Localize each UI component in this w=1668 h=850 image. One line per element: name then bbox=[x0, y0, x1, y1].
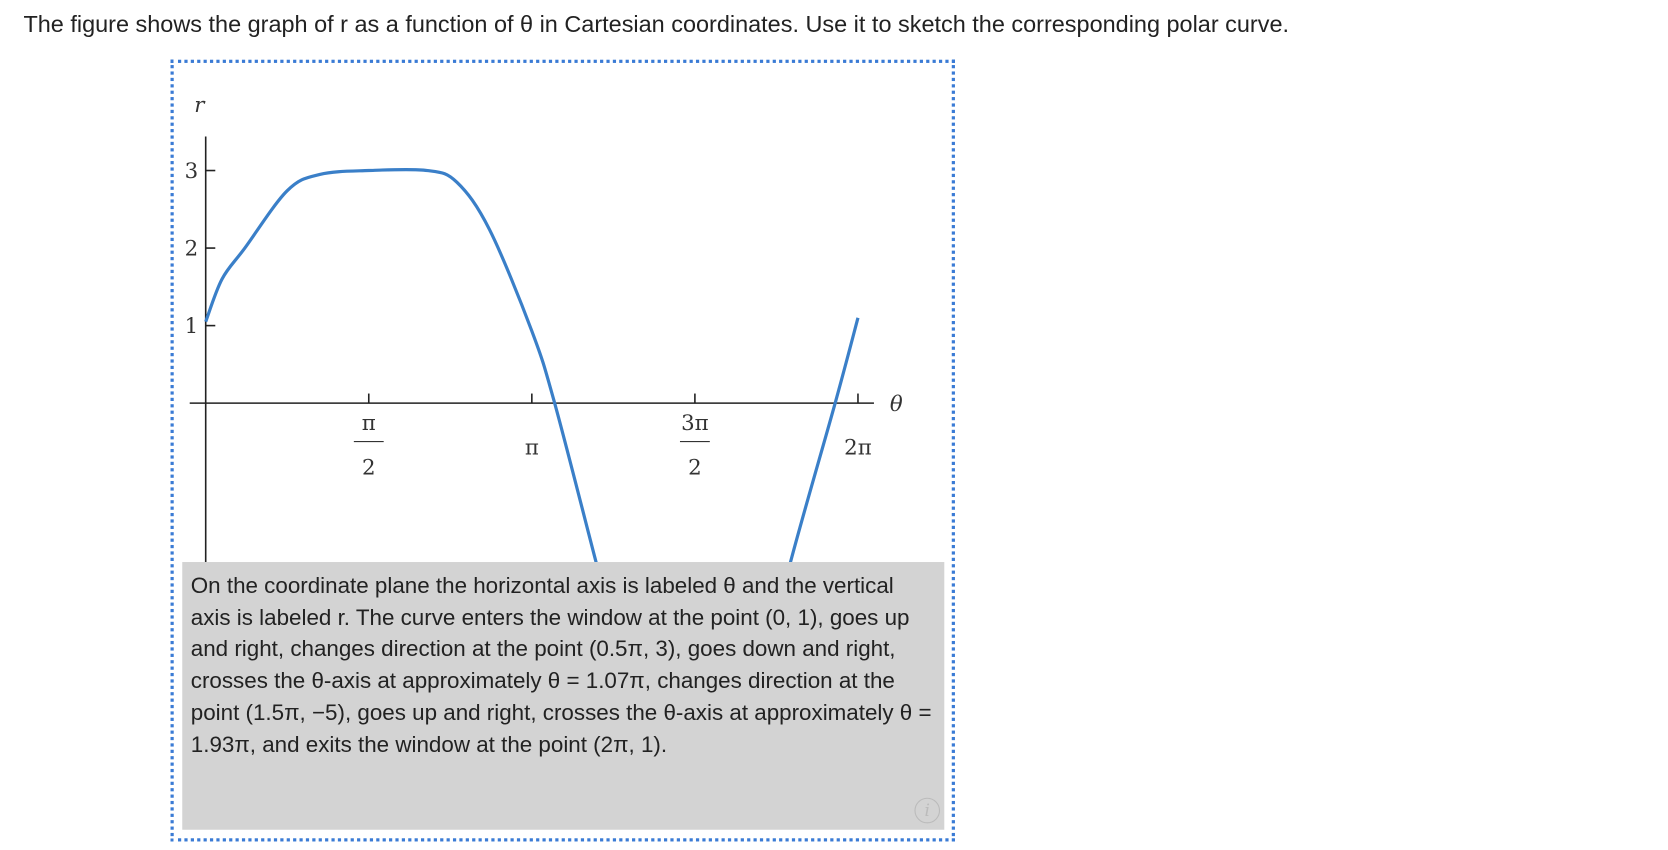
x-tick-numerator: 3π bbox=[681, 411, 709, 436]
x-tick-denominator: 2 bbox=[688, 456, 702, 481]
question: The figure shows the graph of r as a fun… bbox=[23, 10, 1290, 38]
x-tick-numerator: π bbox=[362, 411, 376, 436]
y-axis-label: r bbox=[194, 93, 206, 118]
x-tick-label: 2π bbox=[844, 435, 872, 460]
y-tick-label: 3 bbox=[185, 159, 199, 184]
figure-frame bbox=[170, 59, 955, 842]
y-tick-label: 2 bbox=[185, 237, 199, 262]
x-axis-label: θ bbox=[890, 392, 903, 417]
x-tick-denominator: 2 bbox=[362, 456, 376, 481]
y-tick-label: 1 bbox=[185, 314, 199, 339]
info-icon[interactable]: i bbox=[914, 797, 941, 824]
curve bbox=[204, 167, 860, 563]
x-tick-label: π bbox=[525, 435, 539, 460]
description: On the coordinate plane the horizontal a… bbox=[182, 562, 945, 830]
